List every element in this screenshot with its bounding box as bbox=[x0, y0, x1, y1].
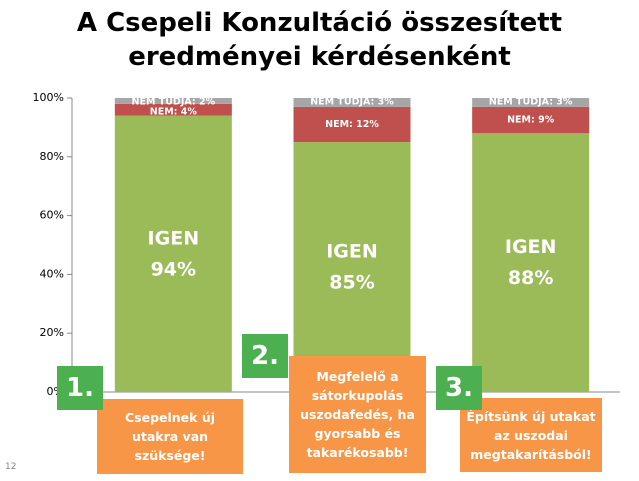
bar-segment bbox=[114, 103, 232, 116]
bar-segment bbox=[293, 98, 411, 107]
question-number: 3. bbox=[436, 366, 482, 410]
y-tick-label: 20% bbox=[40, 326, 64, 339]
data-label: 94% bbox=[151, 258, 196, 280]
y-tick-label: 60% bbox=[40, 209, 64, 222]
data-label: NEM: 12% bbox=[325, 119, 379, 130]
bar-segment bbox=[472, 98, 590, 107]
data-label: NEM: 9% bbox=[507, 115, 555, 126]
question-box: Csepelnek új utakra van szüksége! bbox=[97, 399, 243, 474]
data-label: 85% bbox=[329, 272, 374, 294]
bar-segment bbox=[472, 106, 590, 134]
bar-segment bbox=[114, 98, 232, 104]
question-number: 2. bbox=[242, 334, 288, 378]
y-tick-label: 80% bbox=[40, 150, 64, 163]
chart-title: A Csepeli Konzultáció összesített eredmé… bbox=[76, 8, 563, 72]
bar-segment bbox=[114, 115, 232, 392]
page-number: 12 bbox=[5, 462, 17, 472]
question-box: Megfelelő a sátorkupolás uszodafedés, ha… bbox=[289, 356, 426, 473]
data-label: NEM TUDJA: 3% bbox=[310, 97, 394, 108]
data-label: NEM: 4% bbox=[150, 106, 198, 117]
bar-segment bbox=[472, 133, 590, 392]
segment-name: IGEN bbox=[505, 236, 557, 258]
question-number: 1. bbox=[57, 366, 103, 410]
bar-segment bbox=[293, 106, 411, 143]
data-label: NEM TUDJA: 3% bbox=[489, 97, 573, 108]
question-box: Építsünk új utakat az uszodai megtakarít… bbox=[460, 398, 602, 472]
bar-segment bbox=[293, 142, 411, 392]
data-label: NEM TUDJA: 2% bbox=[132, 97, 216, 108]
data-label: 88% bbox=[508, 267, 553, 289]
y-tick-label: 100% bbox=[33, 91, 64, 104]
segment-name: IGEN bbox=[148, 227, 200, 249]
y-tick-label: 40% bbox=[40, 267, 64, 280]
segment-name: IGEN bbox=[326, 241, 378, 263]
